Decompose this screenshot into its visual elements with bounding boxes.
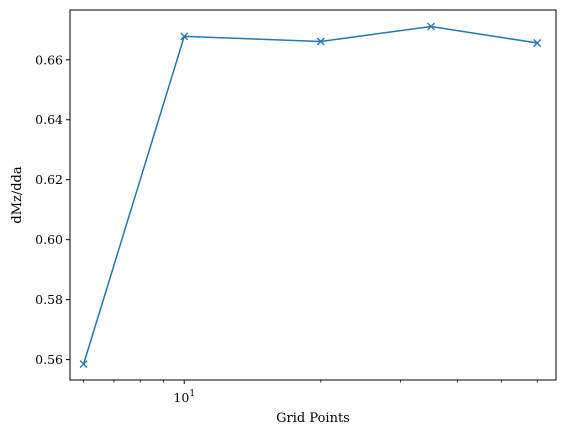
y-tick-labels: 0.56 0.58 0.60 0.62 0.64 0.66: [35, 52, 63, 367]
series-line: [82, 25, 538, 365]
plot-frame: [69, 9, 557, 381]
y-tick-label: 0.66: [35, 52, 63, 67]
data-point-marker: [427, 22, 435, 31]
data-point-marker: [316, 37, 325, 46]
y-tick-label: 0.64: [35, 112, 63, 127]
y-tick-label: 0.62: [35, 172, 63, 187]
data-point-marker: [533, 39, 542, 47]
data-point-marker: [79, 360, 88, 369]
x-tick-labels: 101: [173, 389, 195, 405]
y-tick-label: 0.56: [35, 352, 63, 367]
data-point-marker: [180, 32, 189, 41]
series: [79, 22, 542, 369]
y-tick-label: 0.58: [35, 292, 63, 307]
x-tick-label: 101: [173, 389, 195, 405]
y-axis-label: dMz/dda: [10, 166, 25, 224]
ticks: [66, 59, 538, 384]
y-tick-label: 0.60: [35, 232, 63, 247]
x-axis-label: Grid Points: [276, 411, 350, 426]
